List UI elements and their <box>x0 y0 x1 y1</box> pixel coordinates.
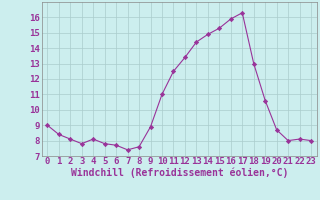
X-axis label: Windchill (Refroidissement éolien,°C): Windchill (Refroidissement éolien,°C) <box>70 168 288 178</box>
